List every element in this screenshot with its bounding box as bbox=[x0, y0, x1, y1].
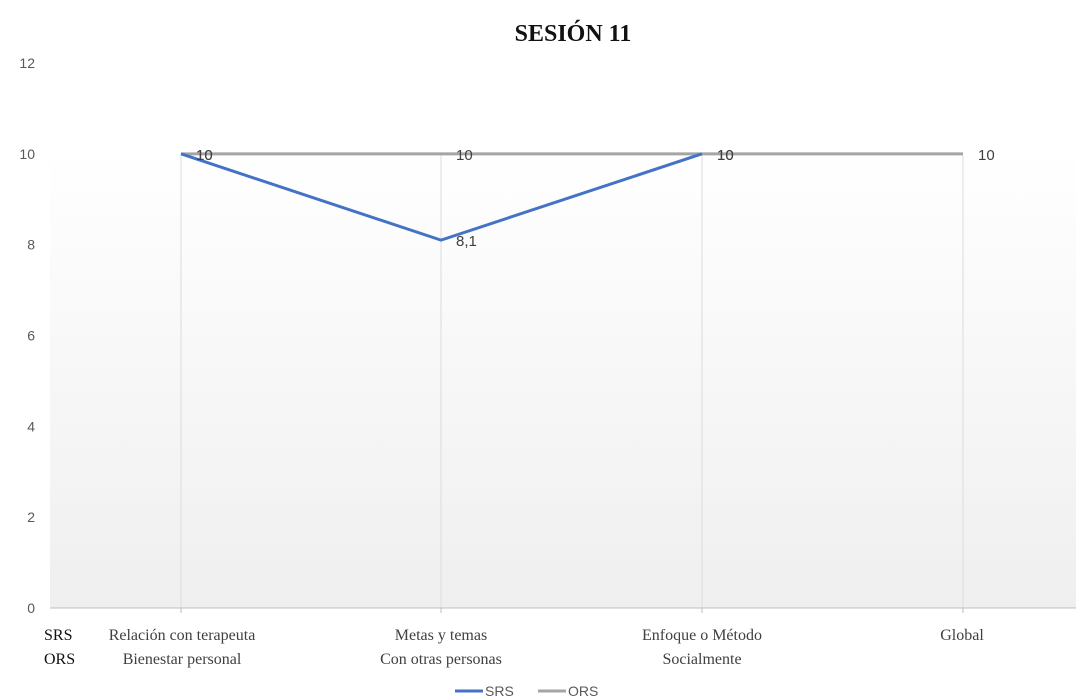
category-label-srs: Enfoque o Método bbox=[642, 627, 762, 644]
category-label-ors: Con otras personas bbox=[380, 651, 502, 668]
y-tick-label: 10 bbox=[19, 146, 35, 162]
row-label-srs: SRS bbox=[44, 627, 72, 644]
category-label-srs: Metas y temas bbox=[395, 627, 487, 644]
category-label-srs: Global bbox=[940, 627, 984, 644]
y-tick-label: 0 bbox=[27, 600, 35, 616]
series-line-srs bbox=[180, 152, 703, 242]
data-label-srs: 10 bbox=[717, 147, 734, 164]
y-tick-label: 12 bbox=[19, 55, 35, 71]
data-label-srs: 10 bbox=[196, 147, 213, 164]
legend-label-ors: ORS bbox=[568, 683, 598, 699]
data-label-srs: 8,1 bbox=[456, 233, 477, 250]
y-tick-label: 2 bbox=[27, 509, 35, 525]
category-label-ors: Bienestar personal bbox=[123, 651, 242, 668]
data-label-ors: 10 bbox=[717, 147, 734, 164]
y-tick-label: 6 bbox=[27, 328, 35, 344]
data-label-ors: 10 bbox=[456, 147, 473, 164]
y-tick-label: 8 bbox=[27, 237, 35, 253]
row-label-ors: ORS bbox=[44, 651, 75, 668]
category-label-ors: Socialmente bbox=[662, 651, 741, 668]
data-label-ors: 10 bbox=[196, 147, 213, 164]
plot-area bbox=[50, 150, 1076, 608]
data-label-ors: 10 bbox=[978, 147, 995, 164]
legend-label-srs: SRS bbox=[485, 683, 514, 699]
y-tick-label: 4 bbox=[27, 418, 35, 434]
chart-title: SESIÓN 11 bbox=[515, 20, 632, 47]
category-label-srs: Relación con terapeuta bbox=[109, 627, 256, 644]
